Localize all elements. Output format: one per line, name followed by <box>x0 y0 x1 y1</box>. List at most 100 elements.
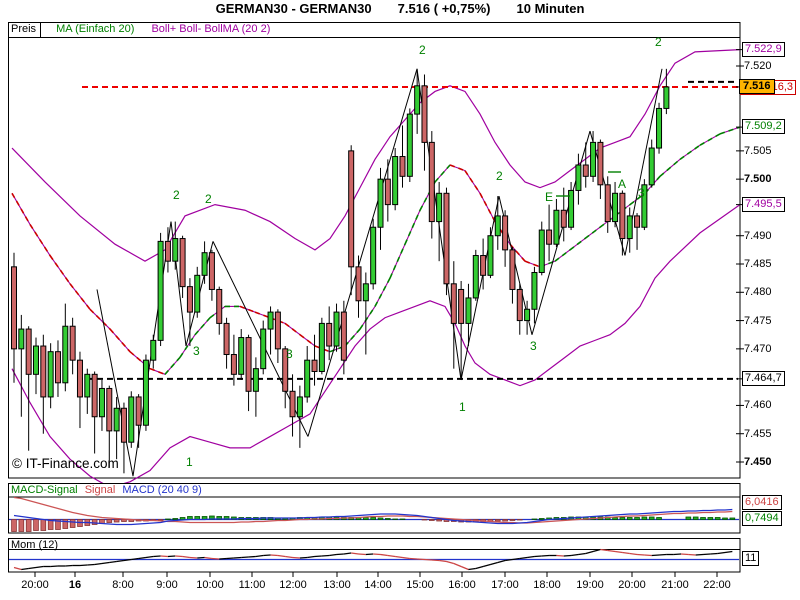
elliott-wave-label[interactable]: 3 <box>193 344 200 358</box>
candle-bearish[interactable] <box>25 328 32 375</box>
candle-bearish[interactable] <box>634 215 641 228</box>
candle-bullish[interactable] <box>201 252 208 276</box>
candle-bearish[interactable] <box>91 373 98 418</box>
candle-bearish[interactable] <box>326 322 333 347</box>
candle-bullish[interactable] <box>656 107 663 149</box>
candle-bullish[interactable] <box>32 345 39 375</box>
candle-bearish[interactable] <box>11 266 17 350</box>
candle-bearish[interactable] <box>502 215 509 251</box>
candle-bullish[interactable] <box>362 283 369 302</box>
candle-bearish[interactable] <box>340 311 347 361</box>
trendline[interactable] <box>460 196 500 381</box>
candle-bearish[interactable] <box>223 322 230 356</box>
trendline[interactable] <box>96 289 134 477</box>
candle-bullish[interactable] <box>487 235 494 276</box>
candle-bearish[interactable] <box>516 288 523 322</box>
candle-bullish[interactable] <box>406 113 413 177</box>
candle-bearish[interactable] <box>399 156 406 177</box>
candle-bullish[interactable] <box>296 396 303 418</box>
elliott-wave-label[interactable]: 3 <box>638 186 645 200</box>
candle-bearish[interactable] <box>164 240 171 262</box>
candle-bullish[interactable] <box>472 255 479 299</box>
candle-bullish[interactable] <box>524 308 531 322</box>
candle-bearish[interactable] <box>40 345 47 398</box>
candle-bullish[interactable] <box>370 226 377 285</box>
candle-bullish[interactable] <box>84 373 91 398</box>
candle-bullish[interactable] <box>626 215 633 240</box>
candle-bearish[interactable] <box>120 407 127 443</box>
candle-bearish[interactable] <box>597 141 604 186</box>
candle-bullish[interactable] <box>142 359 149 426</box>
candle-bullish[interactable] <box>531 271 538 310</box>
candle-bearish[interactable] <box>54 351 61 384</box>
elliott-wave-label[interactable]: 2 <box>655 35 662 49</box>
candle-bullish[interactable] <box>157 240 164 341</box>
candle-bearish[interactable] <box>443 192 450 285</box>
candle-bullish[interactable] <box>304 359 311 398</box>
candle-bearish[interactable] <box>384 178 391 206</box>
candle-bearish[interactable] <box>311 359 318 372</box>
elliott-wave-label[interactable]: E <box>545 190 553 204</box>
candle-bullish[interactable] <box>392 156 399 206</box>
candle-bearish[interactable] <box>560 209 567 228</box>
candle-bearish[interactable] <box>106 387 113 432</box>
candle-bearish[interactable] <box>480 255 487 276</box>
candle-bearish[interactable] <box>179 238 186 288</box>
candle-bullish[interactable] <box>260 328 267 370</box>
candle-bearish[interactable] <box>546 229 553 245</box>
candle-bearish[interactable] <box>186 286 193 313</box>
candle-bearish[interactable] <box>69 325 76 361</box>
candle-bearish[interactable] <box>208 252 215 290</box>
legend-macd-line[interactable]: MACD (20 40 9) <box>122 484 202 496</box>
candle-bullish[interactable] <box>538 229 545 273</box>
candle-bullish[interactable] <box>494 215 501 237</box>
trendline[interactable] <box>307 68 418 437</box>
candle-bullish[interactable] <box>252 368 259 392</box>
legend-price[interactable]: Preis <box>11 23 37 35</box>
elliott-wave-label[interactable]: 2 <box>205 192 212 206</box>
legend-macd-signal[interactable]: Signal <box>84 484 116 496</box>
candle-bullish[interactable] <box>98 387 105 418</box>
candle-bullish[interactable] <box>128 396 135 443</box>
timeframe-label[interactable]: 10 Minuten <box>516 1 585 16</box>
candle-bearish[interactable] <box>428 141 435 223</box>
candle-bearish[interactable] <box>450 283 457 324</box>
candle-bearish[interactable] <box>509 249 516 290</box>
candle-bullish[interactable] <box>172 238 179 262</box>
candle-bullish[interactable] <box>377 178 384 228</box>
elliott-wave-label[interactable]: 1 <box>186 455 193 469</box>
candle-bearish[interactable] <box>421 85 428 143</box>
candle-bullish[interactable] <box>267 311 274 330</box>
candle-bullish[interactable] <box>612 192 619 223</box>
candle-bearish[interactable] <box>274 311 281 350</box>
candle-bullish[interactable] <box>648 147 655 186</box>
candle-bullish[interactable] <box>238 337 245 375</box>
elliott-wave-label[interactable]: 1 <box>459 400 466 414</box>
candle-bullish[interactable] <box>333 311 340 347</box>
candle-bullish[interactable] <box>150 339 157 361</box>
candle-bearish[interactable] <box>355 266 362 302</box>
candle-bearish[interactable] <box>245 337 252 392</box>
candle-bullish[interactable] <box>318 322 325 372</box>
candle-bullish[interactable] <box>194 274 201 313</box>
candle-bullish[interactable] <box>113 407 120 432</box>
elliott-wave-label[interactable]: A <box>618 177 626 191</box>
legend-ma[interactable]: MA (Einfach 20) <box>56 23 135 35</box>
candle-bullish[interactable] <box>414 85 421 115</box>
candle-bullish[interactable] <box>641 184 648 228</box>
candle-bullish[interactable] <box>568 189 575 228</box>
candle-bearish[interactable] <box>619 192 626 240</box>
candle-bearish[interactable] <box>582 164 589 177</box>
candle-bearish[interactable] <box>216 288 223 324</box>
candle-bearish[interactable] <box>348 150 355 268</box>
legend-macd-hist[interactable]: MACD-Signal <box>11 484 78 496</box>
elliott-wave-label[interactable]: 2 <box>496 169 503 183</box>
candle-bullish[interactable] <box>62 325 69 384</box>
elliott-wave-label[interactable]: 2 <box>173 188 180 202</box>
candle-bullish[interactable] <box>47 351 54 398</box>
candle-bearish[interactable] <box>604 184 611 223</box>
candle-bullish[interactable] <box>590 141 597 177</box>
candle-bullish[interactable] <box>436 192 443 223</box>
candle-bullish[interactable] <box>465 297 472 324</box>
